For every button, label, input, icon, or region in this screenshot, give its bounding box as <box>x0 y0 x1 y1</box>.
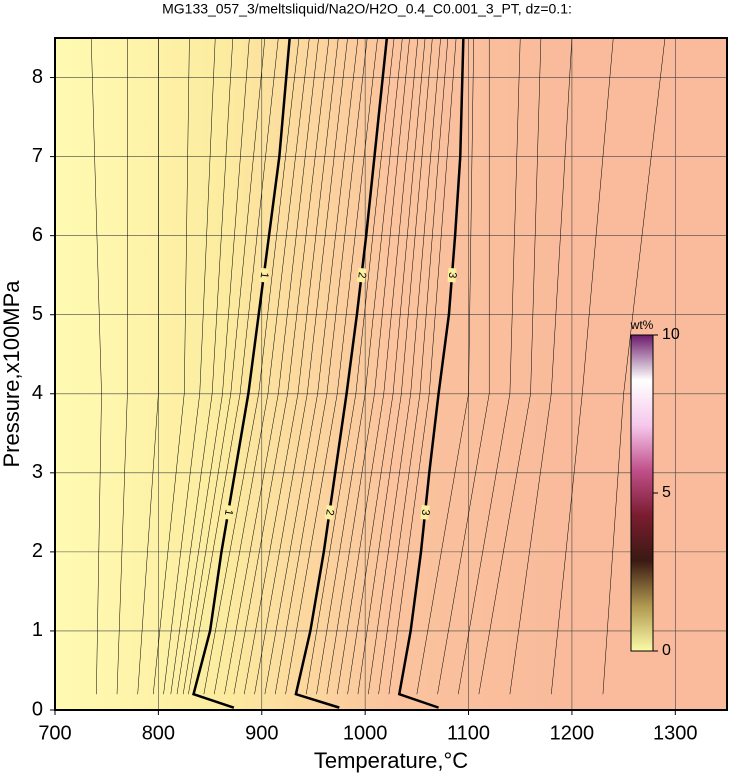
y-tick-label: 2 <box>32 540 43 562</box>
contour-label: 2 <box>355 271 368 278</box>
minor-contour <box>182 38 266 695</box>
minor-contour <box>152 38 190 695</box>
minor-contour <box>437 38 490 695</box>
y-tick-label: 6 <box>32 224 43 246</box>
minor-contour <box>137 38 159 695</box>
minor-contour <box>416 38 474 695</box>
colorbar <box>630 334 654 652</box>
minor-contour <box>163 38 216 695</box>
y-axis-label: Pressure,x100MPa <box>0 280 24 468</box>
minor-contour <box>347 38 426 695</box>
contour-label: 2 <box>323 508 336 516</box>
contour-label-bg <box>324 504 335 520</box>
contour-line <box>397 38 465 709</box>
contour-label-bg <box>223 504 234 520</box>
minor-contour <box>305 38 395 695</box>
minor-contour <box>188 38 279 695</box>
minor-contour <box>176 38 250 695</box>
contour-label: 1 <box>258 271 271 279</box>
minor-contour <box>357 38 433 695</box>
minor-contour <box>264 38 359 695</box>
colorbar-tick-label: 5 <box>662 484 671 501</box>
contour-label: 3 <box>419 509 432 516</box>
x-tick-label: 800 <box>142 722 175 744</box>
x-tick-label: 900 <box>245 722 278 744</box>
minor-contour <box>233 38 330 695</box>
minor-contour <box>285 38 378 695</box>
x-tick-label: 1000 <box>343 722 388 744</box>
contour-label: 1 <box>222 508 235 516</box>
y-tick-label: 3 <box>32 461 43 483</box>
minor-contour <box>316 38 403 695</box>
minor-contour <box>224 38 319 695</box>
x-tick-label: 1100 <box>447 722 490 744</box>
minor-contour <box>368 38 441 695</box>
y-tick-label: 8 <box>32 66 43 88</box>
x-tick-label: 1200 <box>550 722 595 744</box>
minor-contour <box>457 38 521 695</box>
colorbar-label: wt% <box>630 318 654 332</box>
minor-contour <box>203 38 300 695</box>
plot-background <box>55 38 727 710</box>
y-tick-label: 0 <box>32 698 43 720</box>
x-axis-label: Temperature,°C <box>314 748 468 773</box>
contour-label-bg <box>420 504 430 520</box>
x-tick-label: 1300 <box>653 722 698 744</box>
minor-contour <box>90 38 102 695</box>
minor-contour <box>243 38 339 695</box>
chart-title: MG133_057_3/meltsliquid/Na2O/H2O_0.4_C0.… <box>162 1 572 17</box>
contour-label-bg <box>447 267 457 283</box>
minor-contour <box>336 38 419 695</box>
minor-contour <box>388 38 457 695</box>
minor-contour <box>254 38 348 695</box>
y-tick-label: 5 <box>32 303 43 325</box>
minor-contour <box>170 38 234 695</box>
y-tick-label: 1 <box>32 619 43 641</box>
minor-contour <box>213 38 310 695</box>
contour-line <box>294 38 389 709</box>
contour-label: 3 <box>446 272 458 279</box>
colorbar-tick-label: 0 <box>662 642 671 659</box>
contour-label-bg <box>356 267 367 283</box>
contour-line <box>192 38 291 709</box>
minor-contour <box>378 38 449 695</box>
y-tick-label: 4 <box>32 382 43 404</box>
contour-label-bg <box>258 267 269 283</box>
colorbar-tick-label: 10 <box>662 326 680 343</box>
y-tick-label: 7 <box>32 145 43 167</box>
minor-contour <box>550 38 614 695</box>
minor-contour <box>274 38 368 695</box>
x-tick-label: 700 <box>38 722 71 744</box>
minor-contour <box>478 38 542 695</box>
minor-contour <box>326 38 410 695</box>
plot-frame <box>54 37 728 711</box>
minor-contour <box>116 38 128 695</box>
minor-contour <box>602 38 666 695</box>
minor-contour <box>509 38 573 695</box>
